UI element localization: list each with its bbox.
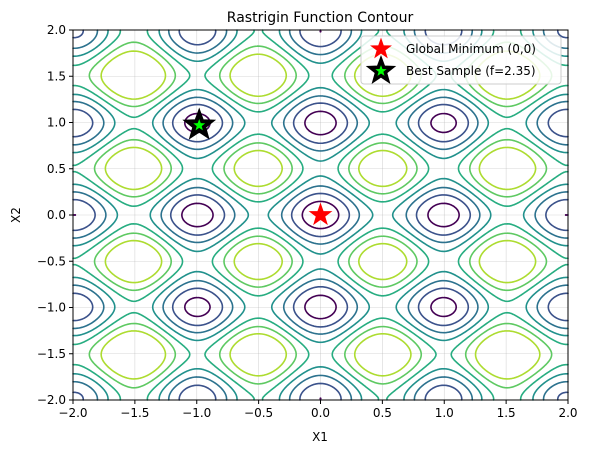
contour-level-14 bbox=[72, 29, 569, 401]
best-sample-marker bbox=[182, 107, 217, 140]
y-tick-label: −2.0 bbox=[37, 393, 66, 407]
x-tick-label: 1.0 bbox=[435, 406, 454, 420]
y-tick-label: 0.5 bbox=[47, 162, 66, 176]
chart-title: Rastrigin Function Contour bbox=[227, 10, 414, 26]
x-tick-label: −0.5 bbox=[244, 406, 273, 420]
x-axis-label: X1 bbox=[312, 430, 328, 444]
legend-label-global-minimum: Global Minimum (0,0) bbox=[406, 42, 536, 56]
x-tick-label: 2.0 bbox=[558, 406, 577, 420]
legend-marker-best-sample bbox=[365, 54, 397, 84]
contour-level-24 bbox=[72, 29, 569, 401]
x-tick-label: 1.5 bbox=[497, 406, 516, 420]
contour-level-19 bbox=[72, 29, 569, 401]
axis-ticks: −2.0 −1.5 −1.0 −0.5 0.0 0.5 1.0 1.5 2.0 −2.0 −1.5 −… bbox=[37, 23, 578, 420]
legend-label-best-sample: Best Sample (f=2.35) bbox=[406, 64, 536, 78]
y-tick-label: −1.5 bbox=[37, 347, 66, 361]
markers bbox=[182, 107, 333, 226]
legend: Global Minimum (0,0) Best Sample (f=2.35) bbox=[360, 35, 562, 85]
y-tick-label: −0.5 bbox=[37, 254, 66, 268]
legend-marker-global-minimum bbox=[370, 37, 392, 59]
y-tick-label: −1.0 bbox=[37, 301, 66, 315]
x-tick-label: −1.5 bbox=[120, 406, 149, 420]
contour-level-9 bbox=[72, 29, 569, 401]
legend-box bbox=[360, 35, 562, 85]
y-tick-label: 2.0 bbox=[47, 23, 66, 37]
x-tick-label: −1.0 bbox=[182, 406, 211, 420]
x-tick-label: −2.0 bbox=[58, 406, 87, 420]
contour-level-4 bbox=[72, 29, 569, 401]
x-tick-label: 0.0 bbox=[311, 406, 330, 420]
global-minimum-marker bbox=[308, 202, 333, 226]
y-axis-label: X2 bbox=[9, 207, 23, 223]
y-tick-label: 1.5 bbox=[47, 69, 66, 83]
x-tick-label: 0.5 bbox=[373, 406, 392, 420]
y-tick-label: 1.0 bbox=[47, 116, 66, 130]
y-tick-label: 0.0 bbox=[47, 208, 66, 222]
